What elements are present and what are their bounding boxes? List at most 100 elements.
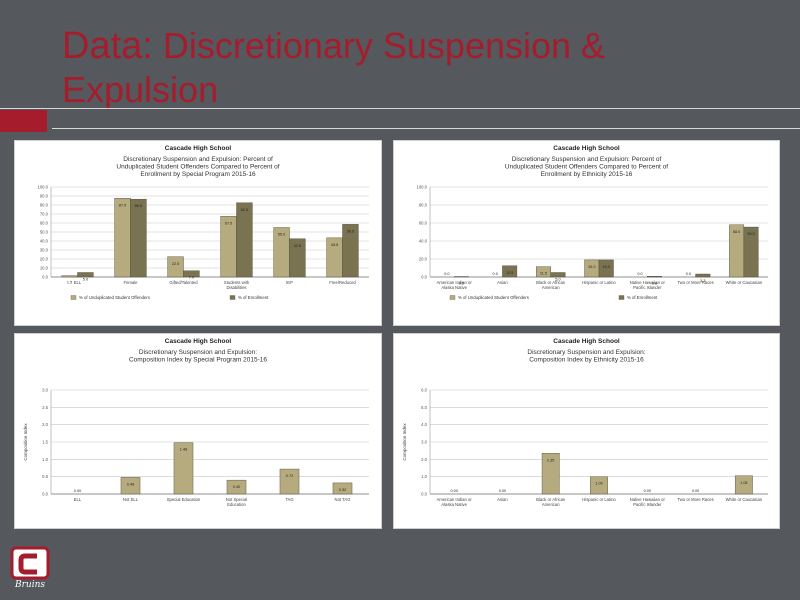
y-tick-label: 100.0 [417,185,428,190]
bar-data-label: 11.5 [540,272,547,276]
bar [120,477,141,495]
x-tick-label: Asian [497,280,508,285]
x-tick-label: American [542,502,560,507]
bar [77,272,94,278]
legend-label: % of Unduplicated Student Offenders [458,295,529,300]
bar-data-label: 3.3 [700,279,705,283]
y-tick-label: 0.0 [421,492,427,497]
bar-data-label: 42.5 [294,244,301,248]
x-tick-label: Not Special [226,497,247,502]
y-tick-label: 0.0 [42,275,48,280]
legend-label: % of Enrollment [627,295,658,300]
logo-text: Bruins [14,580,45,590]
x-tick-label: IEP [286,280,293,285]
chart-panel-ethnicity-percent: Cascade High School Discretionary Suspens… [393,140,780,326]
bar-data-label: 55.0 [278,233,285,237]
x-tick-label: Pacific Islander [633,502,662,507]
bar-data-label: 0.72 [286,474,293,478]
slide-title-lead: Data: [62,25,153,67]
bar-data-label: 67.5 [225,221,232,225]
chart-title-line: Discretionary Suspension and Expulsion: [139,349,257,356]
bar-data-label: 5.0 [555,278,560,282]
y-tick-label: 1.0 [42,457,48,462]
accent-bar [0,110,47,132]
bar-data-label: 0.32 [339,488,346,492]
x-tick-label: Asian [497,497,508,502]
chart-title-line: Discretionary Suspension and Expulsion: … [512,156,662,163]
y-tick-label: 4.0 [421,422,427,427]
bar-data-label: 55.5 [747,232,754,236]
bar [279,468,300,495]
bar [541,453,560,495]
x-tick-label: Alaska Native [441,502,467,507]
bar [114,198,131,278]
bar-data-label: 0.8 [652,281,657,285]
legend-label: % of Enrollment [238,295,269,300]
bar [598,259,614,278]
y-tick-label: 1.0 [421,474,427,479]
bar [590,476,608,495]
bar-data-label: 19.0 [588,265,595,269]
y-tick-label: 1.5 [42,440,48,445]
chart-school-name: Cascade High School [553,145,620,152]
bar [332,482,353,495]
x-tick-label: Female [124,280,139,285]
y-tick-label: 6.0 [421,388,427,393]
chart-school-name: Cascade High School [553,338,620,345]
chart-special-program-percent: Cascade High School Discretionary Suspens… [38,145,369,300]
bar-data-label: 0.0 [493,272,498,276]
chart-ethnicity-percent: Cascade High School Discretionary Suspens… [417,145,768,300]
x-tick-label: Two or More Races [677,280,713,285]
chart-title-line: Composition Index by Special Program 201… [129,357,267,364]
chart-title-line: Unduplicated Student Offenders Compared … [505,164,668,171]
bar [550,272,566,278]
chart-panel-special-program-percent: Cascade High School Discretionary Suspens… [14,140,382,326]
y-tick-label: 70.0 [40,212,49,217]
bar [173,442,194,495]
bar-data-label: 82.5 [241,208,248,212]
x-tick-label: Not TAG [335,497,351,502]
bar [289,238,306,278]
x-tick-label: White or Caucasian [726,497,763,502]
chart-title-line: Enrollment by Ethnicity 2015-16 [541,171,633,178]
bar-data-label: 58.5 [347,229,354,233]
bar-data-label: 1.05 [740,481,747,485]
chart-school-name: Cascade High School [165,338,232,345]
bar-data-label: 12.5 [506,271,513,275]
bar [167,256,184,278]
y-tick-label: 60.0 [419,221,428,226]
y-tick-label: 2.5 [42,405,48,410]
bar-data-label: 1.00 [595,482,602,486]
slide-title-rest: Discretionary Suspension & Expulsion [62,25,606,110]
y-tick-label: 3.0 [421,440,427,445]
y-tick-label: 20.0 [40,257,49,262]
bar-data-label: 22.5 [172,262,179,266]
legend-swatch [229,295,236,300]
x-tick-label: American Indian or [437,497,473,502]
x-tick-label: ELL [74,280,82,285]
bar [220,216,237,278]
y-tick-label: 80.0 [419,203,428,208]
x-tick-label: American Indian or [437,280,473,285]
chart-title-line: Discretionary Suspension and Expulsion: … [123,156,273,163]
bar-data-label: 5.0 [83,278,88,282]
x-tick-label: ELL [74,497,82,502]
chart-ethnicity-index: Cascade High School Discretionary Suspens… [402,338,768,507]
chart-panel-ethnicity-index: Cascade High School Discretionary Suspens… [393,333,780,529]
y-tick-label: 2.0 [421,457,427,462]
x-tick-label: American [542,285,560,290]
bar [502,265,518,278]
y-tick-label: 60.0 [40,221,49,226]
y-tick-label: 30.0 [40,248,49,253]
bar-data-label: 0.0 [686,272,691,276]
bar-data-label: 87.5 [119,203,126,207]
bar-data-label: 0.00 [499,489,506,493]
x-tick-label: Pacific Islander [633,285,662,290]
bar-data-label: 0.5 [459,282,464,286]
chart-title-line: Unduplicated Student Offenders Compared … [116,164,279,171]
bar-data-label: 7.0 [189,276,194,280]
bar-data-label: 0.00 [74,489,81,493]
bar-data-label: 0.48 [127,482,134,486]
x-tick-label: Free/Reduced [329,280,356,285]
bar-data-label: 19.0 [603,265,610,269]
